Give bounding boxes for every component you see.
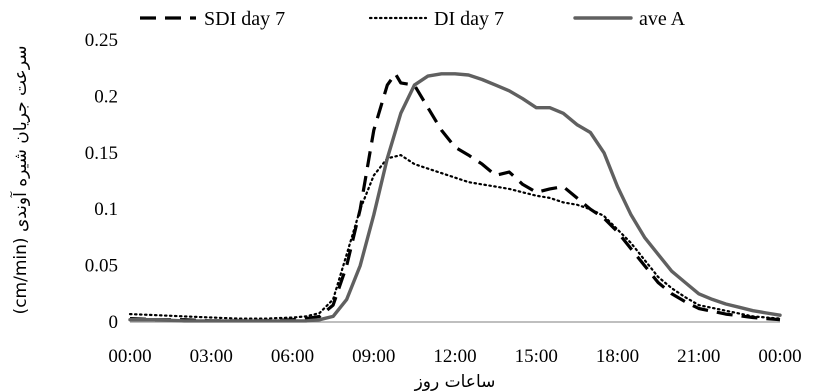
y-tick-label: 0.15 (85, 143, 118, 164)
series-line-di-day-7 (128, 154, 782, 320)
series-layer (128, 72, 782, 323)
x-tick-label: 15:00 (515, 346, 558, 367)
x-axis-title: ساعات روز (414, 372, 496, 392)
series-line-sdi-day-7 (129, 72, 781, 323)
x-axis-tick-labels: 00:00 03:00 06:00 09:00 12:00 15:00 18:00 21:00… (108, 346, 801, 367)
x-tick-label: 21:00 (677, 346, 720, 367)
y-tick-label: 0.2 (94, 86, 118, 107)
y-axis-title: سرعت جریان شیره آوندی (cm/min) (9, 46, 31, 315)
legend: SDI day 7 DI day 7 ave A (140, 8, 686, 30)
legend-label: SDI day 7 (204, 8, 285, 30)
series-line-ave-a (128, 72, 782, 323)
y-axis-tick-labels: 0 0.05 0.1 0.15 0.2 0.25 (85, 30, 118, 333)
y-tick-label: 0.25 (85, 30, 118, 51)
legend-label: ave A (639, 8, 686, 30)
x-tick-label: 09:00 (352, 346, 395, 367)
legend-label: DI day 7 (434, 8, 504, 30)
y-tick-label: 0.05 (85, 256, 118, 277)
x-tick-label: 00:00 (758, 346, 801, 367)
x-tick-label: 00:00 (108, 346, 151, 367)
x-tick-label: 06:00 (271, 346, 314, 367)
x-tick-label: 12:00 (433, 346, 476, 367)
x-tick-label: 18:00 (596, 346, 639, 367)
y-tick-label: 0.1 (94, 199, 118, 220)
y-tick-label: 0 (109, 312, 119, 333)
x-tick-label: 03:00 (190, 346, 233, 367)
